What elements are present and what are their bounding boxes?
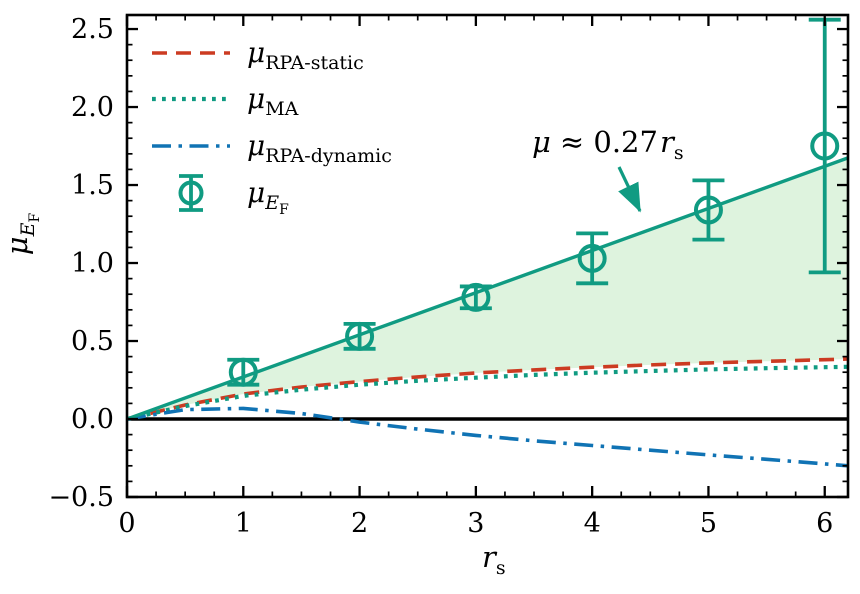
data-point-marker (577, 243, 607, 273)
annotation-arrow-icon (617, 166, 642, 213)
axes-frame (125, 13, 850, 499)
x-tick-label: 5 (700, 508, 717, 539)
plot-area: 0 1 2 3 4 5 6 −0.5 0.0 0.5 1.0 1.5 2.0 2.5 (48, 13, 850, 539)
x-tick-label: 2 (351, 508, 368, 539)
curve-mu_MA (126, 364, 849, 422)
data-point-marker (461, 282, 491, 312)
y-tick-label: 1.5 (71, 170, 114, 201)
legend-label-ma: μMA (247, 82, 299, 120)
data-point-errorbar (227, 357, 260, 387)
data-point-marker (345, 321, 375, 351)
y-tick-label: 1.0 (71, 248, 114, 279)
x-tick-label: 3 (467, 508, 484, 539)
curve-mu_RPA-dynamic (126, 406, 849, 468)
y-tick-label: 0.0 (71, 404, 114, 435)
fit-line (126, 156, 849, 421)
data-point-errorbar (343, 321, 376, 351)
fit-annotation: μ ≈ 0.27rs (532, 125, 684, 213)
data-point-errorbar (576, 231, 609, 286)
curve-mu_RPA-static (126, 357, 849, 421)
data-point-marker (810, 131, 840, 161)
axis-ticks: 0 1 2 3 4 5 6 −0.5 0.0 0.5 1.0 1.5 2.0 2.5 (48, 14, 848, 539)
legend-label-rpa-static: μRPA-static (247, 36, 364, 74)
y-tick-label: 2.5 (71, 14, 114, 45)
y-tick-label: −0.5 (48, 482, 114, 513)
x-tick-label: 6 (816, 508, 833, 539)
x-tick-label: 0 (118, 508, 135, 539)
x-tick-label: 1 (235, 508, 252, 539)
legend-label-rpa-dynamic: μRPA-dynamic (247, 129, 392, 167)
legend-label-ef: μEF (247, 176, 289, 218)
y-tick-label: 0.5 (71, 326, 114, 357)
data-point-marker (693, 195, 723, 225)
x-axis-label: rs (482, 540, 506, 579)
data-point-errorbar (459, 282, 492, 312)
x-tick-label: 4 (584, 508, 601, 539)
y-tick-label: 2.0 (71, 92, 114, 123)
y-axis-label: μEF (0, 212, 43, 255)
fit-annotation-text: μ ≈ 0.27rs (532, 125, 684, 164)
data-point-marker (228, 357, 258, 387)
legend-marker-errorbar-icon (178, 174, 204, 212)
legend: μRPA-static μMA μRPA-dynamic μEF (152, 36, 392, 218)
data-point-errorbar (692, 178, 725, 242)
